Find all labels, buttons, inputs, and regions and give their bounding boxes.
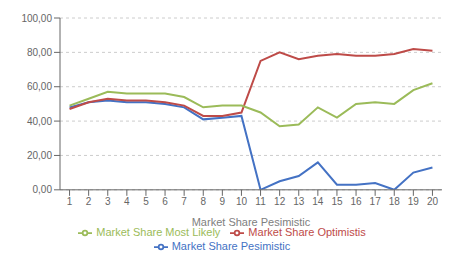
svg-text:15: 15	[331, 196, 343, 207]
svg-text:1: 1	[67, 196, 73, 207]
svg-text:60,00: 60,00	[27, 81, 52, 92]
svg-text:14: 14	[312, 196, 324, 207]
svg-text:5: 5	[143, 196, 149, 207]
svg-text:2: 2	[86, 196, 92, 207]
svg-text:17: 17	[370, 196, 382, 207]
svg-text:9: 9	[220, 196, 226, 207]
svg-text:100,00: 100,00	[21, 13, 52, 24]
svg-text:8: 8	[200, 196, 206, 207]
svg-text:19: 19	[408, 196, 420, 207]
svg-text:20: 20	[427, 196, 439, 207]
svg-text:18: 18	[389, 196, 401, 207]
html-text:Market Share Optimistis: Market Share Optimistis	[248, 225, 366, 238]
svg-text:20,00: 20,00	[27, 150, 52, 161]
svg-text:10: 10	[236, 196, 248, 207]
svg-text:13: 13	[293, 196, 305, 207]
svg-text:0,00: 0,00	[33, 184, 53, 195]
svg-text:7: 7	[181, 196, 187, 207]
svg-text:Market Share Pesimistic: Market Share Pesimistic	[192, 216, 311, 228]
html-text:Market Share Pesimistic: Market Share Pesimistic	[171, 239, 291, 252]
svg-text:4: 4	[124, 196, 130, 207]
svg-text:12: 12	[274, 196, 286, 207]
svg-text:80,00: 80,00	[27, 47, 52, 58]
svg-text:16: 16	[350, 196, 362, 207]
svg-text:6: 6	[162, 196, 168, 207]
svg-text:11: 11	[255, 196, 266, 207]
svg-text:3: 3	[105, 196, 111, 207]
svg-text:40,00: 40,00	[27, 116, 52, 127]
html-text:Market Share Most Likely: Market Share Most Likely	[96, 225, 221, 238]
